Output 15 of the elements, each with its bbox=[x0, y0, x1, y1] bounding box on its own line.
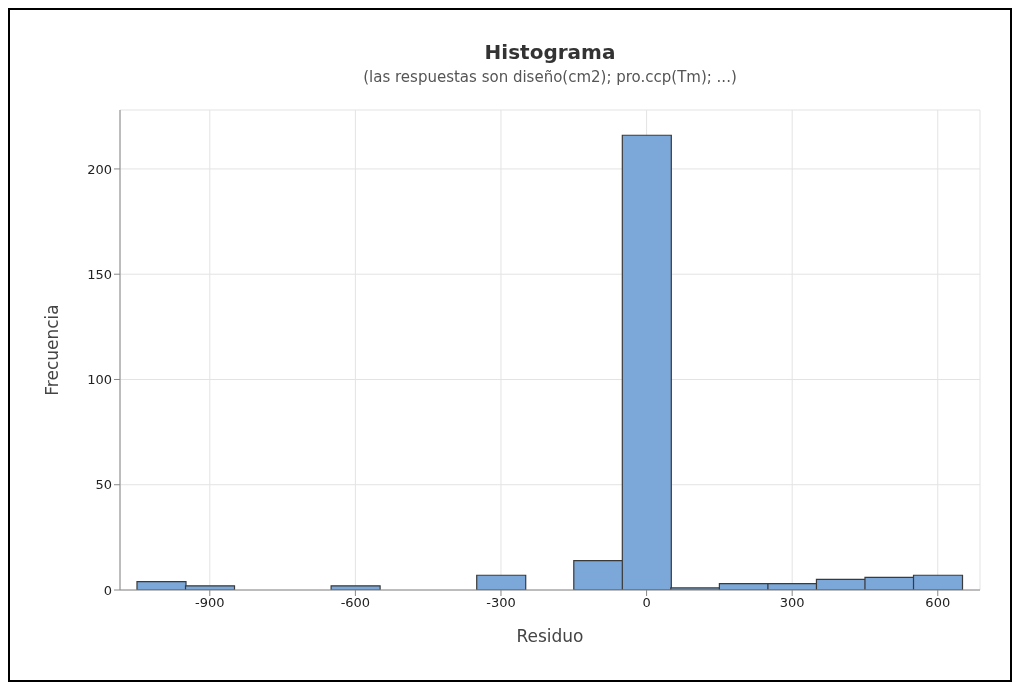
y-tick-label: 150 bbox=[87, 266, 112, 282]
x-tick-label: 300 bbox=[779, 595, 805, 611]
x-tick-label: -300 bbox=[486, 595, 516, 611]
y-tick-label: 0 bbox=[103, 582, 112, 598]
y-tick-label: 200 bbox=[87, 161, 112, 177]
y-tick-label: 100 bbox=[87, 372, 112, 388]
y-axis-title: Frecuencia bbox=[42, 304, 63, 396]
x-tick-label: -600 bbox=[340, 595, 371, 611]
x-tick-label: -900 bbox=[195, 595, 225, 611]
chart-subtitle: (las respuestas son diseño(cm2); pro.ccp(Tm); ...) bbox=[362, 68, 738, 86]
chart-title: Histograma bbox=[483, 40, 617, 64]
x-tick-label: 0 bbox=[642, 595, 651, 611]
x-axis-title: Residuo bbox=[516, 626, 584, 646]
x-tick-label: 600 bbox=[925, 595, 951, 611]
y-tick-label: 50 bbox=[95, 477, 112, 493]
